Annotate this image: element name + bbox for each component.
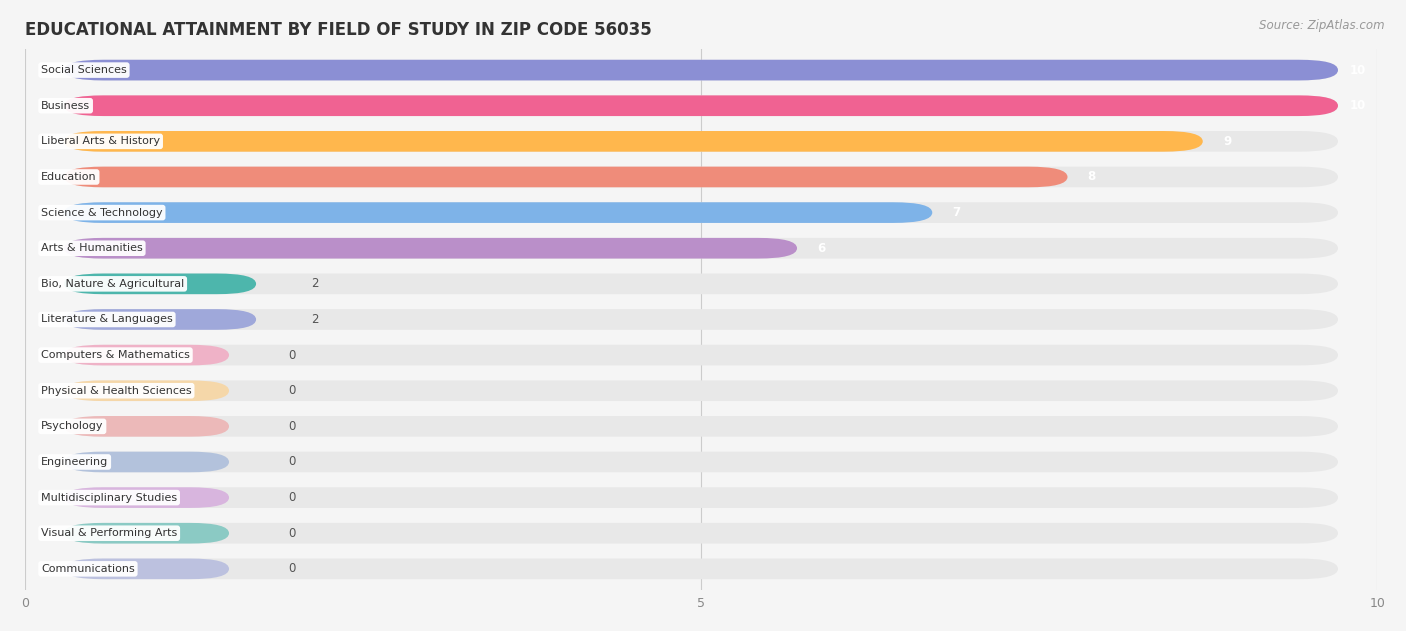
Text: Science & Technology: Science & Technology: [41, 208, 163, 218]
FancyBboxPatch shape: [65, 345, 1339, 365]
FancyBboxPatch shape: [65, 416, 1339, 437]
FancyBboxPatch shape: [65, 452, 229, 472]
FancyBboxPatch shape: [65, 131, 1339, 151]
Text: 9: 9: [1223, 135, 1232, 148]
FancyBboxPatch shape: [65, 416, 229, 437]
FancyBboxPatch shape: [65, 452, 1339, 472]
Text: 10: 10: [1350, 64, 1367, 76]
Text: Liberal Arts & History: Liberal Arts & History: [41, 136, 160, 146]
FancyBboxPatch shape: [65, 167, 1067, 187]
FancyBboxPatch shape: [65, 238, 797, 259]
Text: 2: 2: [312, 278, 319, 290]
Text: Source: ZipAtlas.com: Source: ZipAtlas.com: [1260, 19, 1385, 32]
FancyBboxPatch shape: [65, 203, 1339, 223]
Text: Computers & Mathematics: Computers & Mathematics: [41, 350, 190, 360]
FancyBboxPatch shape: [65, 309, 256, 330]
FancyBboxPatch shape: [65, 380, 229, 401]
FancyBboxPatch shape: [65, 523, 1339, 543]
Text: Multidisciplinary Studies: Multidisciplinary Studies: [41, 493, 177, 503]
Text: EDUCATIONAL ATTAINMENT BY FIELD OF STUDY IN ZIP CODE 56035: EDUCATIONAL ATTAINMENT BY FIELD OF STUDY…: [25, 21, 651, 39]
Text: Business: Business: [41, 101, 90, 110]
Text: 0: 0: [288, 527, 295, 540]
Text: 2: 2: [312, 313, 319, 326]
Text: 8: 8: [1088, 170, 1095, 184]
Text: 0: 0: [288, 348, 295, 362]
FancyBboxPatch shape: [65, 60, 1339, 80]
Text: Communications: Communications: [41, 564, 135, 574]
Text: 0: 0: [288, 456, 295, 468]
Text: 0: 0: [288, 420, 295, 433]
Text: 0: 0: [288, 562, 295, 575]
Text: 0: 0: [288, 491, 295, 504]
FancyBboxPatch shape: [65, 131, 1202, 151]
Text: 0: 0: [288, 384, 295, 398]
FancyBboxPatch shape: [65, 95, 1339, 116]
FancyBboxPatch shape: [65, 203, 932, 223]
FancyBboxPatch shape: [65, 558, 229, 579]
FancyBboxPatch shape: [65, 60, 1339, 80]
Text: 6: 6: [817, 242, 825, 255]
FancyBboxPatch shape: [65, 487, 1339, 508]
Text: Literature & Languages: Literature & Languages: [41, 314, 173, 324]
Text: Social Sciences: Social Sciences: [41, 65, 127, 75]
Text: Visual & Performing Arts: Visual & Performing Arts: [41, 528, 177, 538]
FancyBboxPatch shape: [65, 380, 1339, 401]
Text: Physical & Health Sciences: Physical & Health Sciences: [41, 386, 191, 396]
Text: Education: Education: [41, 172, 97, 182]
FancyBboxPatch shape: [65, 95, 1339, 116]
FancyBboxPatch shape: [65, 345, 229, 365]
FancyBboxPatch shape: [65, 238, 1339, 259]
Text: 7: 7: [953, 206, 960, 219]
Text: Bio, Nature & Agricultural: Bio, Nature & Agricultural: [41, 279, 184, 289]
FancyBboxPatch shape: [65, 309, 1339, 330]
FancyBboxPatch shape: [65, 558, 1339, 579]
Text: Engineering: Engineering: [41, 457, 108, 467]
Text: Psychology: Psychology: [41, 422, 104, 432]
FancyBboxPatch shape: [65, 273, 1339, 294]
FancyBboxPatch shape: [65, 273, 256, 294]
FancyBboxPatch shape: [65, 487, 229, 508]
Text: 10: 10: [1350, 99, 1367, 112]
Text: Arts & Humanities: Arts & Humanities: [41, 243, 143, 253]
FancyBboxPatch shape: [65, 167, 1339, 187]
FancyBboxPatch shape: [65, 523, 229, 543]
